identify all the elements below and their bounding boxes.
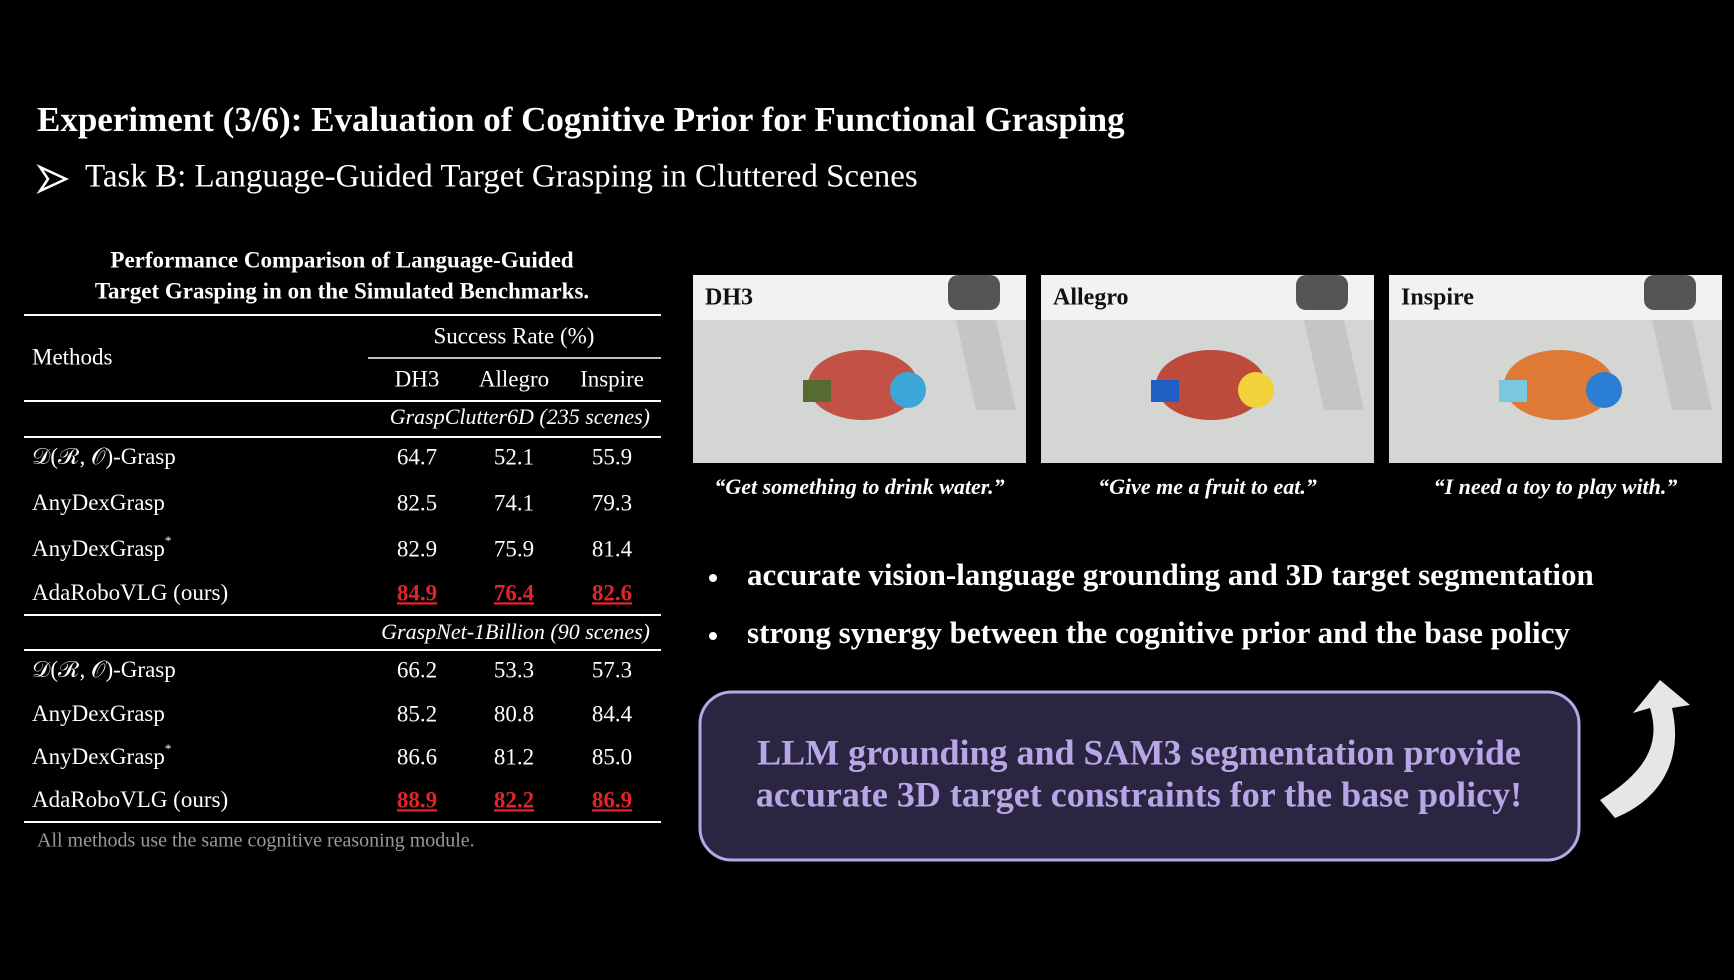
cell-value: 85.0 bbox=[592, 744, 632, 769]
method-text: AnyDexGrasp bbox=[32, 701, 165, 726]
title: Experiment (3/6): Evaluation of Cognitiv… bbox=[37, 100, 1125, 139]
cell-value: 66.2 bbox=[397, 657, 437, 682]
cell-value: 52.1 bbox=[494, 444, 534, 469]
callout-text: LLM grounding and SAM3 segmentation prov… bbox=[757, 732, 1521, 772]
object bbox=[1499, 380, 1527, 402]
cell-value: 76.4 bbox=[494, 580, 535, 605]
cell-value: 86.6 bbox=[397, 744, 437, 769]
object bbox=[803, 380, 831, 402]
cell-value: 64.7 bbox=[397, 444, 437, 469]
cell-value: 86.9 bbox=[592, 787, 632, 812]
method-text: AdaRoboVLG (ours) bbox=[32, 787, 228, 812]
method-sup: * bbox=[165, 533, 172, 548]
column-header: Inspire bbox=[580, 366, 644, 391]
robot-shadow bbox=[956, 320, 1016, 410]
method-text: 𝒟(ℛ, 𝒪)-Grasp bbox=[32, 657, 176, 682]
table-caption: Target Grasping in on the Simulated Benc… bbox=[95, 278, 589, 303]
cell-value: 80.8 bbox=[494, 701, 534, 726]
method-name: AdaRoboVLG (ours) bbox=[32, 787, 228, 812]
method-text: AnyDexGrasp bbox=[32, 536, 165, 561]
cell-value: 82.9 bbox=[397, 536, 437, 561]
cell-value: 88.9 bbox=[397, 787, 437, 812]
method-name: AnyDexGrasp* bbox=[32, 533, 171, 561]
curved-arrow bbox=[1600, 680, 1690, 818]
robot-shadow bbox=[1652, 320, 1712, 410]
cell-value: 82.2 bbox=[494, 787, 534, 812]
column-header: DH3 bbox=[395, 366, 440, 391]
object bbox=[1586, 372, 1622, 408]
callout-box bbox=[698, 690, 1581, 862]
bullet-text: strong synergy between the cognitive pri… bbox=[747, 615, 1570, 650]
method-name: AdaRoboVLG (ours) bbox=[32, 580, 228, 605]
method-name: AnyDexGrasp* bbox=[32, 741, 171, 769]
robot-base bbox=[1296, 275, 1348, 310]
method-text: AnyDexGrasp bbox=[32, 490, 165, 515]
object-cluster bbox=[808, 350, 918, 420]
subtitle: Task B: Language-Guided Target Grasping … bbox=[85, 159, 918, 195]
panel-label: Inspire bbox=[1401, 285, 1474, 311]
cell-value: 85.2 bbox=[397, 701, 437, 726]
method-name: 𝒟(ℛ, 𝒪)-Grasp bbox=[32, 444, 176, 469]
cell-value: 84.9 bbox=[397, 580, 437, 605]
panel-label: Allegro bbox=[1053, 285, 1129, 311]
bullet-text: accurate vision-language grounding and 3… bbox=[747, 557, 1594, 592]
bullets: accurate vision-language grounding and 3… bbox=[709, 557, 1594, 650]
section-label: GraspNet-1Billion (90 scenes) bbox=[381, 619, 650, 644]
method-name: AnyDexGrasp bbox=[32, 490, 165, 515]
object bbox=[1238, 372, 1274, 408]
method-sup: * bbox=[165, 741, 172, 756]
column-header: Allegro bbox=[479, 366, 549, 391]
bullet-dot bbox=[709, 574, 717, 582]
method-text: 𝒟(ℛ, 𝒪)-Grasp bbox=[32, 444, 176, 469]
table: Performance Comparison of Language-Guide… bbox=[24, 247, 661, 852]
arrow-bullet bbox=[36, 164, 69, 194]
method-name: AnyDexGrasp bbox=[32, 701, 165, 726]
panel-caption: “Give me a fruit to eat.” bbox=[1098, 474, 1317, 499]
panel-caption: “Get something to drink water.” bbox=[714, 474, 1004, 499]
cell-value: 55.9 bbox=[592, 444, 632, 469]
object-cluster bbox=[1504, 350, 1614, 420]
robot-shadow bbox=[1304, 320, 1364, 410]
section-label: GraspClutter6D (235 scenes) bbox=[390, 404, 650, 429]
cell-value: 82.6 bbox=[592, 580, 632, 605]
footnote: All methods use the same cognitive reaso… bbox=[37, 830, 475, 852]
methods-header: Methods bbox=[32, 344, 113, 369]
panel-label: DH3 bbox=[705, 285, 753, 311]
cell-value: 53.3 bbox=[494, 657, 534, 682]
table-caption: Performance Comparison of Language-Guide… bbox=[110, 247, 573, 272]
method-name: 𝒟(ℛ, 𝒪)-Grasp bbox=[32, 657, 176, 682]
cell-value: 57.3 bbox=[592, 657, 632, 682]
cell-value: 75.9 bbox=[494, 536, 534, 561]
cell-value: 84.4 bbox=[592, 701, 633, 726]
robot-base bbox=[948, 275, 1000, 310]
method-text: AnyDexGrasp bbox=[32, 744, 165, 769]
callout-text: accurate 3D target constraints for the b… bbox=[756, 774, 1522, 814]
cell-value: 79.3 bbox=[592, 490, 632, 515]
object-cluster bbox=[1156, 350, 1266, 420]
cell-value: 82.5 bbox=[397, 490, 437, 515]
cell-value: 81.4 bbox=[592, 536, 633, 561]
object bbox=[1151, 380, 1179, 402]
panels: DH3 “Get something to drink water.” Allegr… bbox=[693, 275, 1722, 499]
callout: LLM grounding and SAM3 segmentation prov… bbox=[756, 732, 1522, 814]
cell-value: 81.2 bbox=[494, 744, 534, 769]
panel-caption: “I need a toy to play with.” bbox=[1434, 474, 1678, 499]
cell-value: 74.1 bbox=[494, 490, 534, 515]
group-header: Success Rate (%) bbox=[434, 323, 595, 348]
method-text: AdaRoboVLG (ours) bbox=[32, 580, 228, 605]
object bbox=[890, 372, 926, 408]
bullet-dot bbox=[709, 632, 717, 640]
robot-base bbox=[1644, 275, 1696, 310]
